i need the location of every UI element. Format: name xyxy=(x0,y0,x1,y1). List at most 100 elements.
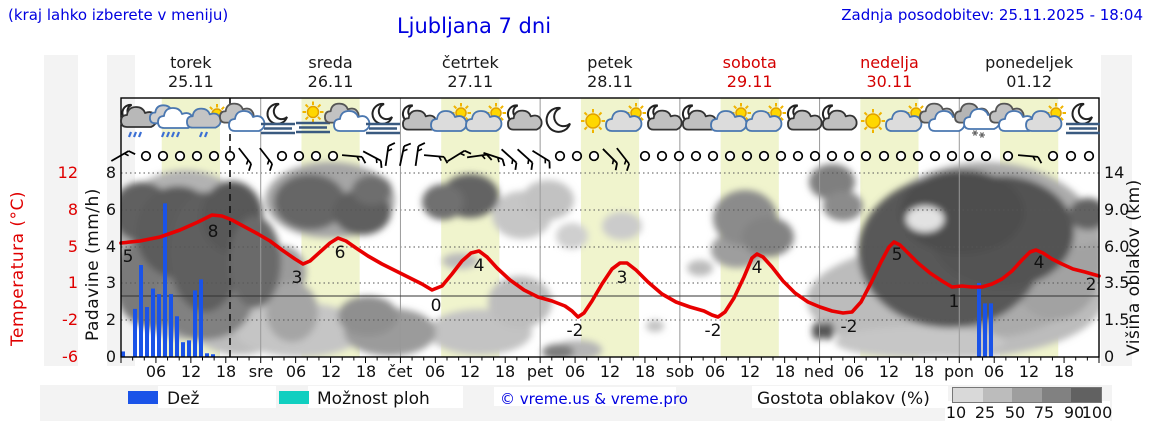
barb-half-tick xyxy=(438,156,442,162)
calm-wind-circle xyxy=(690,150,702,162)
temp-value-label: 4 xyxy=(474,256,485,276)
rain-dash xyxy=(160,131,166,138)
cloud-shape xyxy=(465,110,503,132)
sun-ray xyxy=(317,116,322,121)
barb-tick xyxy=(418,142,426,147)
calm-wind-circle xyxy=(571,150,583,162)
barb-half-tick xyxy=(511,159,514,165)
barb-half-tick xyxy=(623,159,627,165)
time-tick-label: 18 xyxy=(774,362,796,381)
snowflake-arm xyxy=(979,132,985,138)
gradient-value-label: 100 xyxy=(1081,403,1113,422)
day-name: ponedeljek xyxy=(985,53,1074,72)
sun-shape xyxy=(581,109,605,133)
sun-ray xyxy=(304,116,309,121)
wind-barb xyxy=(423,154,449,164)
barb-half-tick xyxy=(1032,156,1036,162)
cloud-shape xyxy=(333,110,371,132)
barb-staff xyxy=(466,153,488,159)
cloud-blob xyxy=(823,191,863,221)
calm-wind-circle xyxy=(224,150,236,162)
gradient-segment xyxy=(982,388,1013,402)
barb-staff xyxy=(362,150,382,162)
sun-ray xyxy=(878,126,883,131)
wind-barb xyxy=(414,142,426,167)
wind-barb xyxy=(1017,154,1043,164)
precip-bar xyxy=(199,279,203,357)
gridlines xyxy=(121,98,1099,357)
cloud-rain-icon xyxy=(148,104,195,138)
cloud-blob xyxy=(812,322,824,340)
day-name: torek xyxy=(170,53,212,72)
cloud-shape xyxy=(787,109,823,131)
wind-barb xyxy=(399,142,412,166)
barb-staff xyxy=(238,147,252,165)
cloud-shape xyxy=(822,109,858,131)
time-tick-label: 18 xyxy=(355,362,377,381)
barb-staff xyxy=(384,145,390,167)
location-menu-hint[interactable]: (kraj lahko izberete v meniju) xyxy=(8,6,229,24)
snowflake-arm xyxy=(972,130,978,136)
time-tick-label: 12 xyxy=(739,362,761,381)
gradient-value-label: 75 xyxy=(1033,403,1055,422)
sun-ray xyxy=(628,105,633,110)
temp-tick-label: 12 xyxy=(57,163,78,182)
cloud-blob xyxy=(266,282,318,342)
precip-bar xyxy=(181,342,185,357)
legend-rain-bg xyxy=(158,386,276,408)
cloud-blob xyxy=(556,223,588,249)
precip-bar xyxy=(983,303,987,357)
wind-barb xyxy=(447,149,472,163)
sun-cloud-icon xyxy=(1025,103,1066,132)
calm-wind-circle xyxy=(208,150,220,162)
barb-tick xyxy=(388,142,396,147)
cloud-density-legend-label: Gostota oblakov (%) xyxy=(757,389,930,409)
time-tick-label: ned xyxy=(803,362,835,381)
showers-legend-swatch xyxy=(279,391,309,404)
sun-icon xyxy=(861,109,885,133)
precip-bar xyxy=(157,294,161,357)
barb-staff xyxy=(259,147,273,165)
sun-shape xyxy=(861,109,885,133)
temp-value-label: -2 xyxy=(567,321,584,341)
day-name: četrtek xyxy=(441,53,499,72)
precip-bar xyxy=(169,294,173,357)
time-tick-label: 06 xyxy=(983,362,1005,381)
rain-dash xyxy=(127,131,133,138)
barb-half-tick xyxy=(402,148,408,152)
cloud-blob xyxy=(488,276,552,328)
cloud-height-tick-label: 1.5 xyxy=(1104,310,1130,329)
copyright-link[interactable]: © vreme.us & vreme.pro xyxy=(500,390,688,408)
barb-tick xyxy=(248,163,253,172)
day-header: sreda 26.11 xyxy=(261,53,401,91)
rain-legend-label: Dež xyxy=(167,389,200,409)
bg-strip-left-1 xyxy=(44,55,78,366)
cloud-height-tick-label: 6.0 xyxy=(1104,237,1130,256)
wind-barb xyxy=(483,152,506,167)
wind-barb xyxy=(602,148,618,171)
day-date: 01.12 xyxy=(1006,72,1053,91)
barb-half-tick xyxy=(375,158,378,164)
cloud-blob xyxy=(602,212,642,240)
sun-ray xyxy=(464,105,469,110)
calm-wind-circle xyxy=(673,150,685,162)
cloud-blob xyxy=(522,180,574,220)
time-tick-label: čet xyxy=(387,362,413,381)
wind-barb xyxy=(341,154,367,164)
barb-half-tick xyxy=(387,148,393,152)
precip-bar xyxy=(989,303,993,357)
temp-value-label: 3 xyxy=(617,268,628,288)
time-tick-label: 12 xyxy=(599,362,621,381)
calm-wind-circle xyxy=(276,150,288,162)
cloud-blob xyxy=(1069,198,1099,230)
time-tick-label: 12 xyxy=(180,362,202,381)
precipitation-bars xyxy=(121,203,993,357)
cloud-blob xyxy=(338,296,398,336)
sun-ray xyxy=(878,111,883,116)
calm-wind-circle xyxy=(963,150,975,162)
barb-tick xyxy=(443,156,449,164)
temp-tick-label: 8 xyxy=(67,200,78,219)
sun-ray xyxy=(598,126,603,131)
sun-ray xyxy=(583,111,588,116)
cloud-height-tick-label: 3.5 xyxy=(1104,273,1130,292)
